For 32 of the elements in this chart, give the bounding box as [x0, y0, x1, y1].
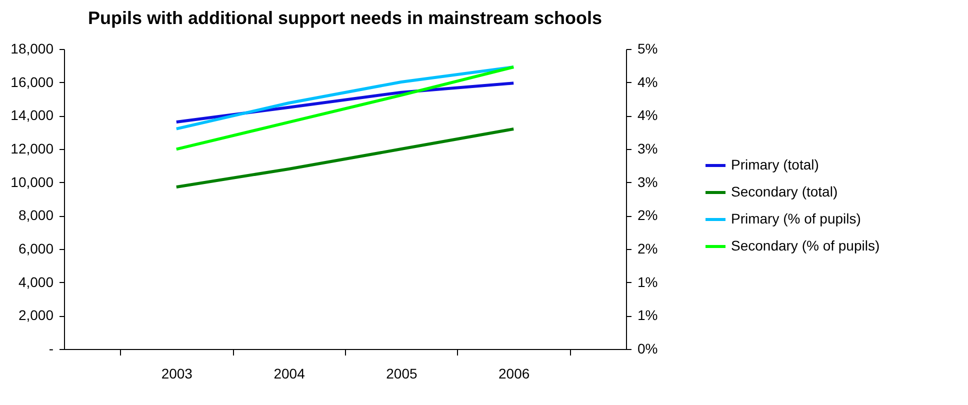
x-tick-label: 2003: [161, 366, 193, 382]
y2-tick-label: 4%: [638, 74, 658, 90]
y-tick-label: 2,000: [18, 307, 54, 324]
x-tick-label: 2004: [274, 366, 306, 382]
y2-tick-label: 4%: [638, 107, 658, 124]
y2-tick-label: 2%: [638, 240, 658, 256]
line-series: [174, 128, 516, 188]
x-tick-label: 2006: [498, 366, 530, 382]
y-tick-label: 6,000: [18, 240, 54, 256]
y-tick-label: 10,000: [10, 174, 54, 190]
y-tick-label: 12,000: [10, 140, 54, 156]
chart-title: Pupils with additional support needs in mainstream schools: [88, 8, 602, 28]
y2-tick-label: 3%: [638, 140, 658, 157]
y-tick-label: 4,000: [18, 274, 54, 290]
y-tick-label: 16,000: [10, 74, 54, 90]
y2-tick-label: 3%: [638, 174, 658, 190]
legend-label: Secondary (% of pupils): [731, 238, 880, 254]
y2-tick-label: 1%: [638, 274, 658, 290]
legend-label: Primary (% of pupils): [731, 210, 861, 226]
y2-tick-label: 1%: [638, 307, 658, 324]
y-tick-label: -: [48, 340, 54, 356]
y-tick-label: 8,000: [18, 207, 54, 224]
y2-tick-label: 2%: [638, 207, 658, 224]
line-series: [174, 66, 516, 130]
y-tick-label: 18,000: [10, 40, 54, 56]
x-tick-label: 2005: [386, 366, 418, 382]
y2-tick-label: 0%: [638, 340, 658, 356]
legend-label: Primary (total): [731, 156, 819, 172]
y-tick-label: 14,000: [10, 107, 54, 124]
y2-tick-label: 5%: [638, 40, 658, 56]
legend-label: Secondary (total): [731, 184, 838, 200]
line-series: [174, 66, 516, 151]
